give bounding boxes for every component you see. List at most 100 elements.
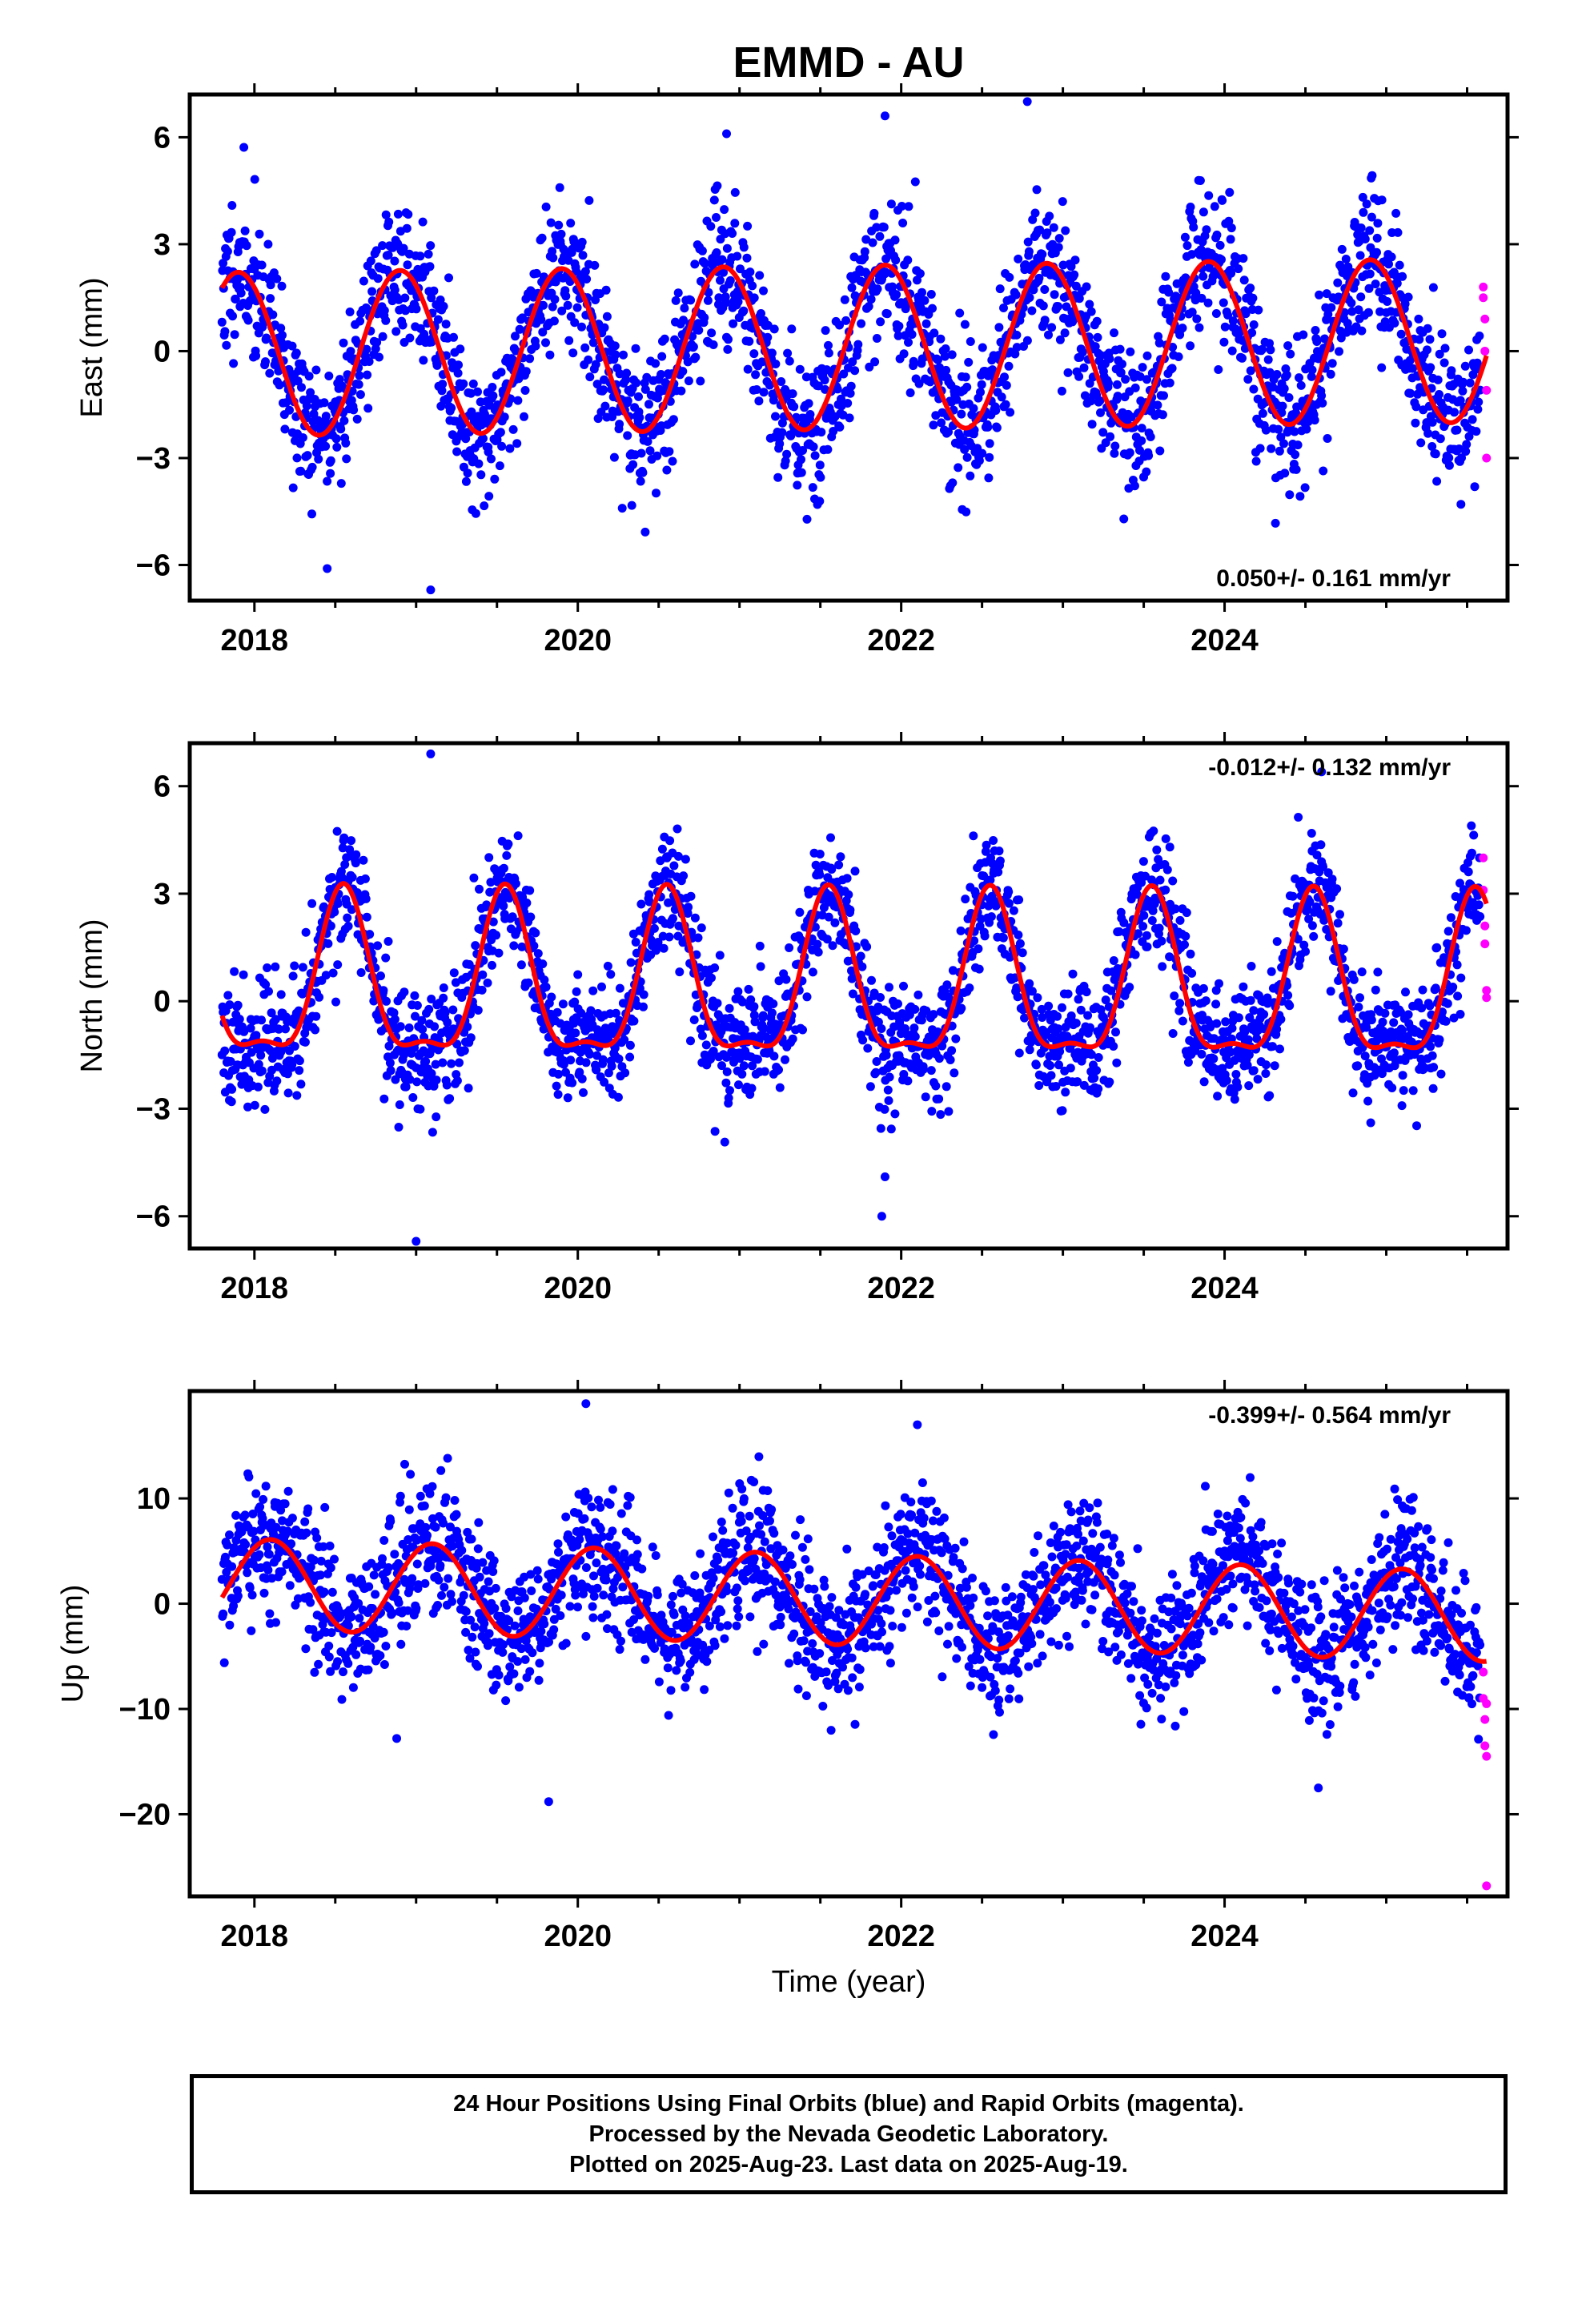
data-point <box>1304 915 1314 923</box>
data-point <box>585 1049 594 1059</box>
data-point <box>367 287 377 296</box>
data-point-outlier <box>1022 97 1032 107</box>
data-point <box>340 860 350 869</box>
data-point <box>664 898 673 907</box>
data-point <box>1241 309 1251 319</box>
data-point <box>480 501 489 511</box>
data-point <box>285 1581 295 1590</box>
data-point <box>694 325 704 335</box>
data-point <box>669 415 678 424</box>
data-point <box>355 1636 365 1646</box>
data-point <box>951 1034 961 1043</box>
data-point <box>599 385 608 395</box>
data-point <box>1024 247 1034 256</box>
data-point <box>439 993 448 1003</box>
data-point <box>1224 216 1234 226</box>
data-point <box>879 223 889 232</box>
data-point <box>1138 922 1148 931</box>
data-point <box>247 1626 256 1635</box>
data-point <box>651 359 661 368</box>
data-point <box>769 999 778 1008</box>
data-point <box>326 921 335 931</box>
data-point <box>1086 1023 1094 1032</box>
data-point <box>431 1059 440 1069</box>
data-point <box>899 1070 909 1079</box>
data-point <box>1125 448 1134 457</box>
data-point <box>448 1005 458 1015</box>
x-tick-label: 2020 <box>544 624 612 657</box>
data-point <box>584 195 594 205</box>
data-point <box>1159 391 1168 400</box>
data-point <box>1105 1077 1114 1087</box>
data-point <box>1195 176 1205 185</box>
data-point <box>291 348 301 358</box>
data-point <box>251 351 261 360</box>
data-point <box>271 962 280 971</box>
data-point <box>438 1058 448 1068</box>
y-tick-label: 6 <box>154 770 171 804</box>
data-point <box>327 1628 336 1638</box>
data-point <box>1461 926 1471 935</box>
data-point <box>1267 444 1276 453</box>
data-point <box>1332 884 1342 894</box>
data-point <box>815 497 825 506</box>
data-point <box>969 404 978 413</box>
data-point <box>1014 1048 1024 1058</box>
data-point <box>1295 373 1303 383</box>
data-point <box>1111 1027 1120 1037</box>
data-point <box>1161 834 1170 843</box>
data-point <box>824 912 833 922</box>
data-point <box>1181 931 1191 941</box>
y-tick-label: 0 <box>154 335 171 368</box>
data-point <box>391 327 401 336</box>
data-point <box>563 300 572 310</box>
data-point <box>1106 432 1115 441</box>
data-point <box>626 958 636 967</box>
data-point <box>767 348 777 358</box>
data-point <box>1431 983 1440 993</box>
data-point <box>957 1003 966 1013</box>
data-point <box>769 396 778 405</box>
data-point <box>239 143 249 152</box>
data-point <box>628 460 638 469</box>
data-point <box>600 323 609 332</box>
data-point <box>1263 999 1272 1008</box>
data-point <box>1203 298 1213 308</box>
data-point <box>339 338 348 348</box>
data-point <box>492 931 501 940</box>
data-point <box>1213 1092 1223 1101</box>
data-point <box>775 1083 785 1092</box>
data-point <box>306 1562 315 1572</box>
data-point <box>520 412 528 421</box>
data-point <box>629 1016 639 1026</box>
data-point <box>636 448 646 458</box>
data-point <box>1209 1034 1219 1043</box>
data-point <box>1139 911 1149 920</box>
data-point <box>620 1068 630 1078</box>
data-point <box>1377 363 1387 372</box>
data-point <box>1093 332 1102 342</box>
data-point <box>891 255 901 265</box>
data-point <box>482 900 492 910</box>
data-point <box>314 1659 323 1669</box>
data-point <box>600 401 610 411</box>
data-point <box>333 960 343 970</box>
data-point <box>568 244 577 254</box>
data-point <box>1135 445 1144 455</box>
data-point <box>1186 341 1195 351</box>
data-point <box>324 1652 334 1662</box>
data-point <box>1336 333 1346 343</box>
data-point <box>804 399 813 408</box>
data-point <box>509 941 519 951</box>
data-point <box>1249 320 1259 329</box>
data-point <box>1245 1013 1255 1023</box>
data-point <box>1380 1008 1390 1018</box>
data-point <box>255 1502 265 1512</box>
data-point <box>364 357 374 366</box>
data-point <box>438 380 448 389</box>
data-point <box>842 874 852 883</box>
data-point <box>1212 230 1222 239</box>
data-point <box>1130 383 1140 392</box>
data-point <box>443 1018 452 1027</box>
data-point <box>1130 481 1139 491</box>
